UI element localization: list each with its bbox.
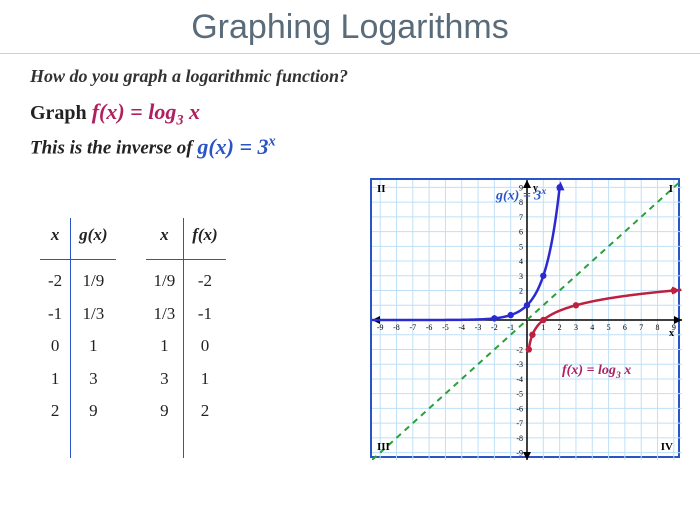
svg-text:-2: -2 [516,345,523,354]
svg-text:-3: -3 [516,360,523,369]
y-axis-label: y [533,183,538,194]
x-axis-label: x [669,328,674,339]
svg-text:-8: -8 [393,323,400,332]
svg-text:3: 3 [574,323,578,332]
fx-expression: f(x) = log3 x [92,99,200,124]
quadrant-2-label: II [377,183,386,195]
table-row: 31 [146,363,226,396]
svg-text:-4: -4 [516,375,523,384]
subtitle: How do you graph a logarithmic function? [0,54,700,91]
svg-text:2: 2 [519,286,523,295]
svg-text:-3: -3 [475,323,482,332]
g-curve-label: g(x) = 3x [496,186,546,205]
svg-text:6: 6 [519,227,523,236]
svg-text:7: 7 [639,323,643,332]
table-row: 13 [40,363,116,396]
table-row: 1/9-2 [146,265,226,298]
svg-text:3: 3 [519,272,523,281]
quadrant-3-label: III [377,441,390,453]
graph-panel: -9-8-7-6-5-4-3-2-1123456789-9-8-7-6-5-4-… [370,178,680,458]
svg-text:1: 1 [541,323,545,332]
svg-text:-2: -2 [491,323,498,332]
instruction-line: Graph f(x) = log3 x [0,91,700,131]
svg-text:8: 8 [656,323,660,332]
svg-text:-6: -6 [516,404,523,413]
table-row: -21/9 [40,265,116,298]
instruction-label: Graph [30,102,92,124]
table-row: 1/3-1 [146,298,226,331]
svg-text:-5: -5 [516,389,523,398]
svg-text:5: 5 [607,323,611,332]
svg-text:-5: -5 [442,323,449,332]
table-row: -11/3 [40,298,116,331]
inverse-line: This is the inverse of g(x) = 3x [0,131,700,167]
svg-text:4: 4 [519,257,523,266]
svg-text:2: 2 [558,323,562,332]
svg-text:-6: -6 [426,323,433,332]
svg-text:5: 5 [519,242,523,251]
svg-text:-7: -7 [516,419,523,428]
page-title: Graphing Logarithms [30,8,670,47]
svg-text:-7: -7 [409,323,416,332]
svg-text:7: 7 [519,213,523,222]
table-row: 29 [40,395,116,428]
svg-text:6: 6 [623,323,627,332]
svg-text:-8: -8 [516,434,523,443]
svg-text:-9: -9 [516,448,523,457]
value-tables: xg(x)-21/9-11/3011329 xf(x)1/9-21/3-1103… [40,178,226,458]
f-curve-label: f(x) = log3 x [562,363,631,381]
svg-text:-9: -9 [377,323,384,332]
table-g: xg(x)-21/9-11/3011329 [40,218,116,458]
graph-svg: -9-8-7-6-5-4-3-2-1123456789-9-8-7-6-5-4-… [372,180,682,460]
quadrant-4-label: IV [661,441,673,453]
inverse-text: This is the inverse of [30,138,197,159]
table-row: 01 [40,330,116,363]
gx-expression: g(x) = 3x [197,134,275,159]
table-f: xf(x)1/9-21/3-1103192 [146,218,226,458]
table-row: 10 [146,330,226,363]
svg-text:4: 4 [590,323,594,332]
table-row: 92 [146,395,226,428]
quadrant-1-label: I [669,183,673,195]
svg-text:-4: -4 [458,323,465,332]
svg-text:-1: -1 [507,323,514,332]
